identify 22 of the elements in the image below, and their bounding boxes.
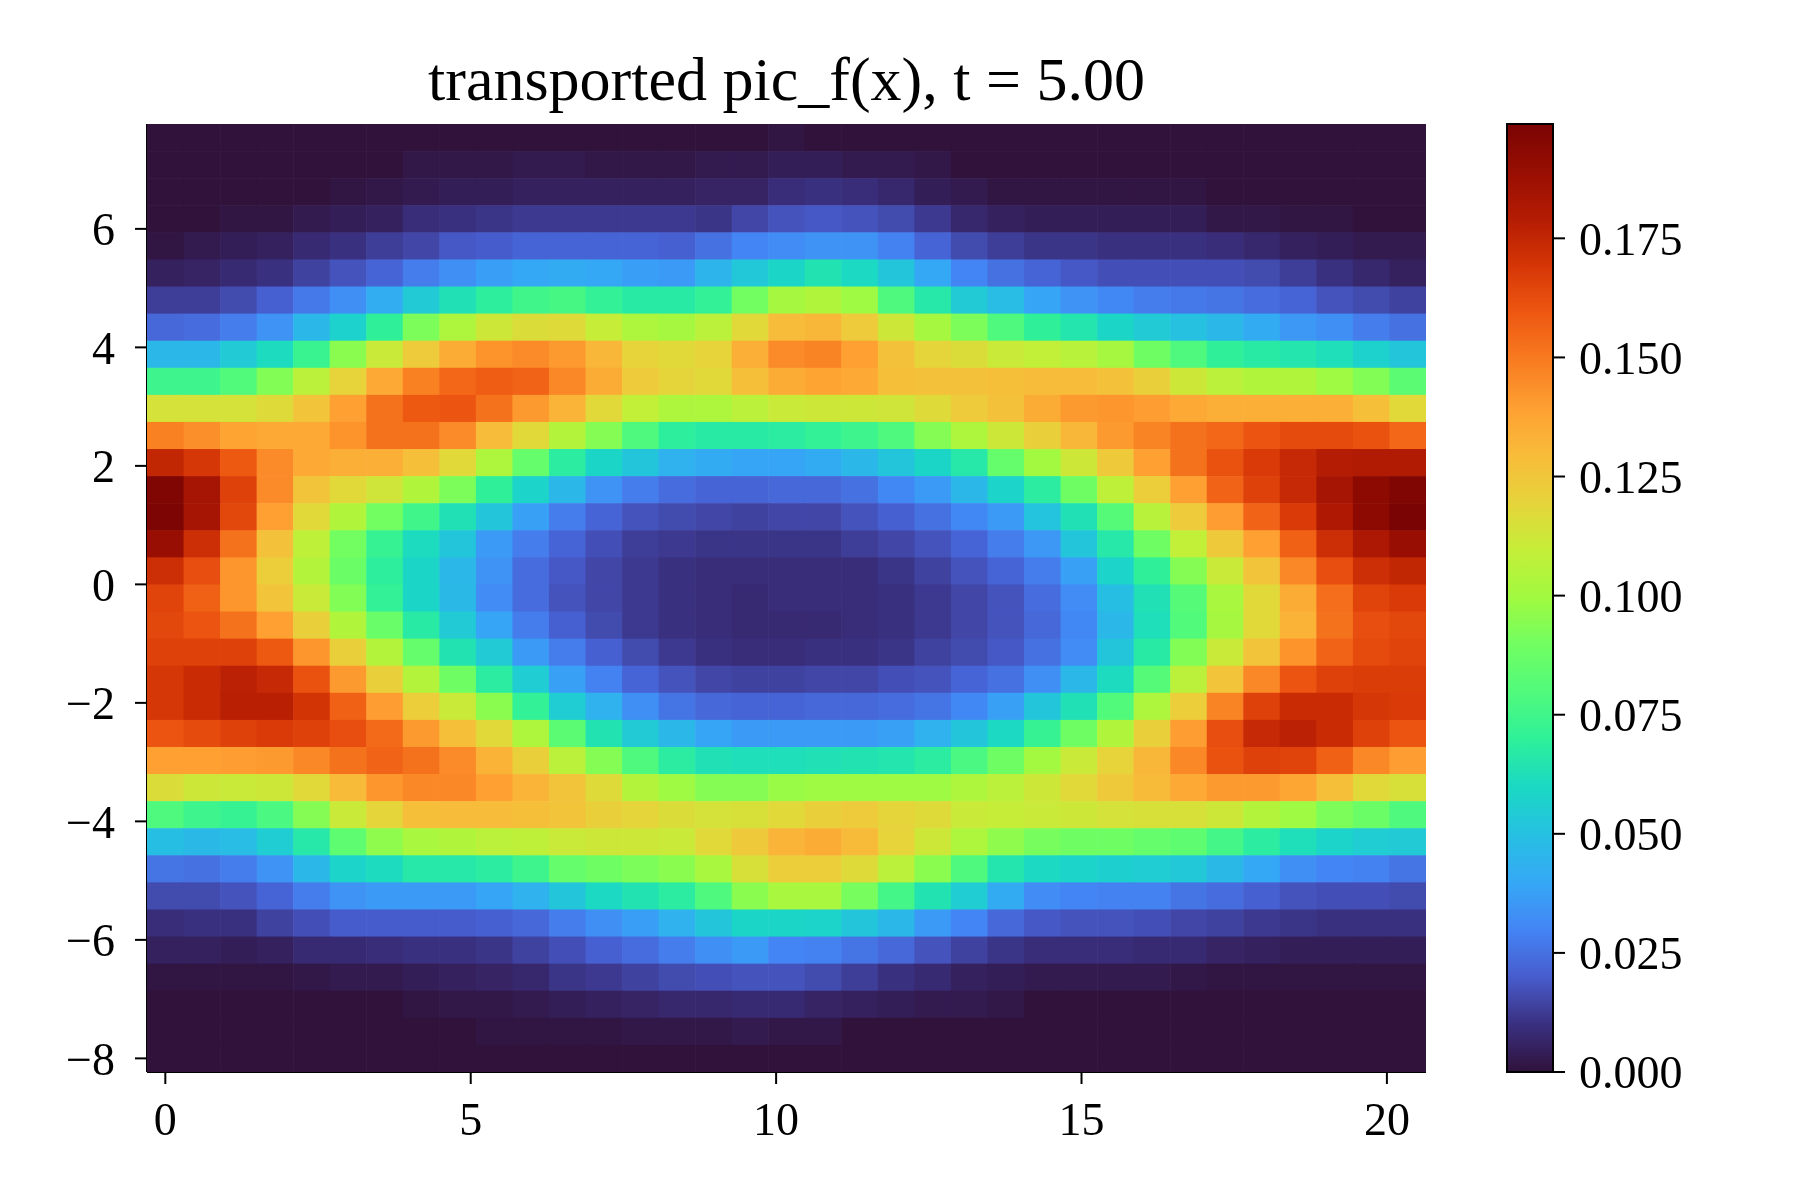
y-tick-label: 6 xyxy=(92,204,115,256)
y-tick-label: 2 xyxy=(92,441,115,493)
y-tick-label: 4 xyxy=(92,322,115,374)
color-bar-label: 0.050 xyxy=(1579,809,1683,861)
y-tick-label: 0 xyxy=(92,559,115,611)
x-tick-label: 5 xyxy=(459,1093,483,1145)
color-bar-label: 0.150 xyxy=(1579,332,1683,384)
color-bar-label: 0.125 xyxy=(1579,451,1683,503)
color-bar-label: 0.175 xyxy=(1579,213,1683,265)
x-tick-label: 15 xyxy=(1058,1093,1105,1145)
color-bar-label: 0.100 xyxy=(1579,570,1683,622)
y-tick-label: −2 xyxy=(66,678,115,730)
chart-title: transported pic_f(x), t = 5.00 xyxy=(427,45,1146,113)
y-tick-label: −4 xyxy=(66,796,115,848)
x-tick-label: 20 xyxy=(1363,1093,1410,1145)
color-bar-label: 0.025 xyxy=(1579,928,1683,980)
color-bar-label: 0.000 xyxy=(1579,1047,1683,1099)
x-tick-label: 0 xyxy=(153,1093,177,1145)
color-bar-label: 0.075 xyxy=(1579,690,1683,742)
x-tick-label: 10 xyxy=(753,1093,800,1145)
y-tick-label: −8 xyxy=(66,1033,115,1085)
y-tick-label: −6 xyxy=(66,915,115,967)
